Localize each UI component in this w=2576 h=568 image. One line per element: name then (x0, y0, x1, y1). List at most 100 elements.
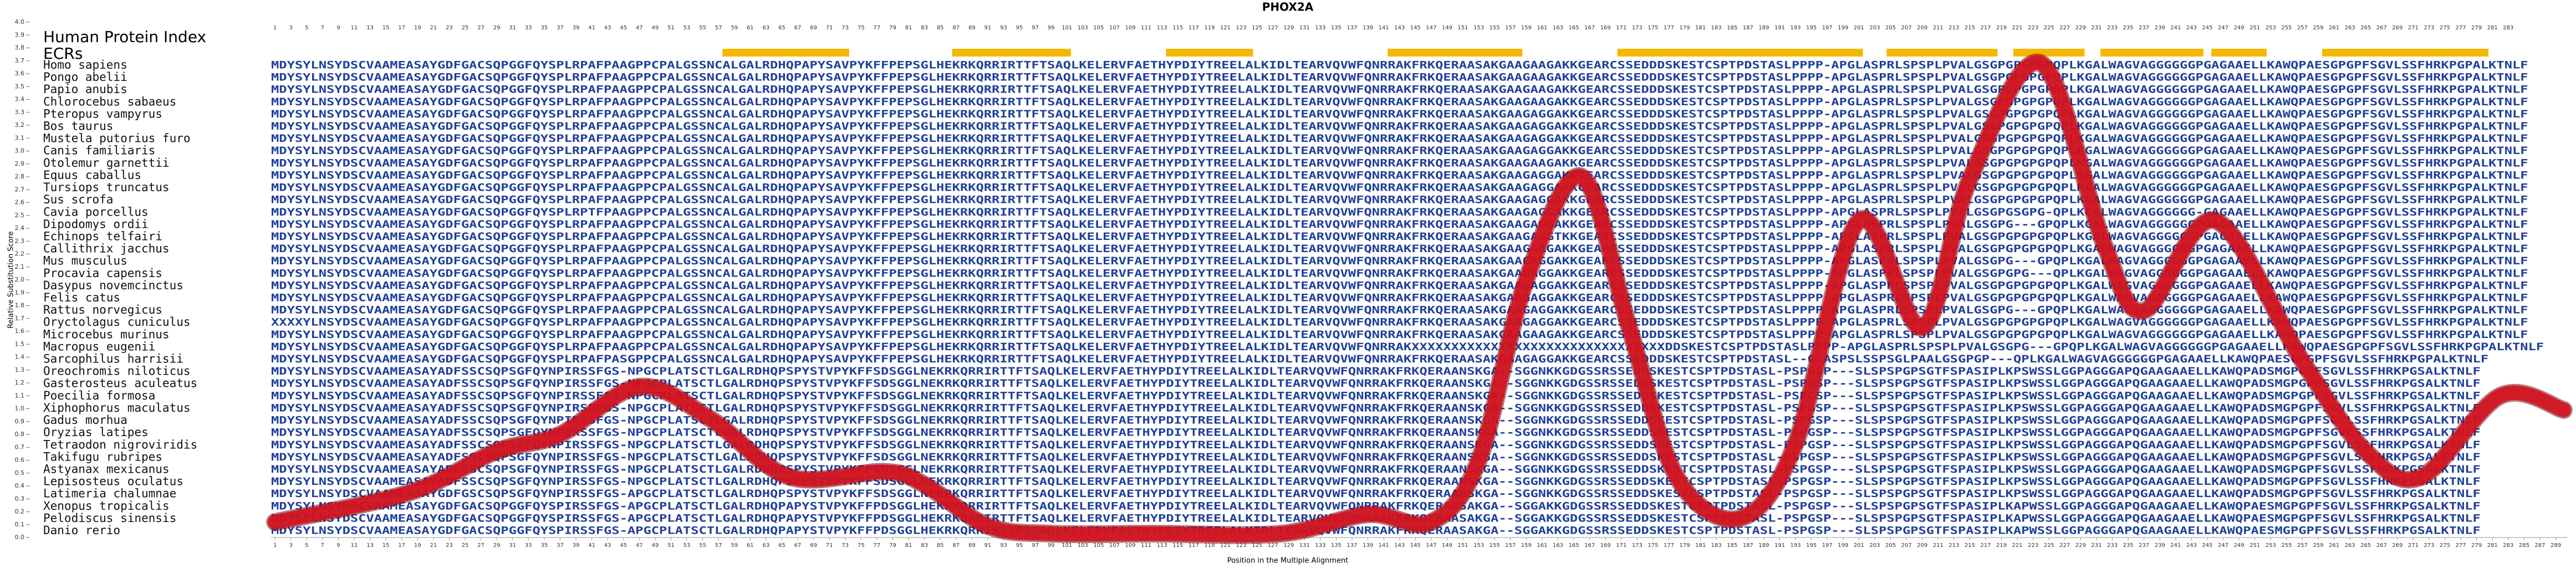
human-index-label: 155 (1490, 25, 1500, 31)
x-tick-label: 121 (1220, 543, 1231, 549)
x-tick-label: 243 (2186, 543, 2197, 549)
x-tick-label: 203 (1869, 543, 1880, 549)
y-tick-label: 3.7 (15, 57, 25, 64)
human-index-label: 201 (1854, 25, 1864, 31)
human-index-label: 27 (477, 25, 484, 31)
human-index-label: 157 (1505, 25, 1516, 31)
x-tick-label: 141 (1379, 543, 1389, 549)
y-tick-label: 1.9 (15, 289, 25, 296)
ecr-bar (2013, 49, 2085, 57)
human-index-label: 89 (968, 25, 976, 31)
human-index-label: 41 (588, 25, 595, 31)
x-tick-label: 283 (2503, 543, 2513, 549)
species-name: Sus scrofa (43, 193, 113, 206)
human-index-label: 245 (2202, 25, 2212, 31)
x-tick-label: 63 (763, 543, 770, 549)
x-tick-label: 239 (2155, 543, 2165, 549)
x-tick-label: 287 (2534, 543, 2545, 549)
human-index-label: 197 (1822, 25, 1833, 31)
human-index-label: 231 (2091, 25, 2101, 31)
species-name: Homo sapiens (43, 58, 127, 71)
x-tick-label: 177 (1664, 543, 1674, 549)
human-index-label: 5 (305, 25, 308, 31)
human-index-label: 3 (289, 25, 293, 31)
human-index-label: 87 (952, 25, 960, 31)
y-tick-label: 3.8 (15, 44, 25, 52)
human-index-label: 133 (1315, 25, 1325, 31)
x-tick-label: 123 (1236, 543, 1247, 549)
x-tick-label: 131 (1299, 543, 1310, 549)
human-index-label: 101 (1062, 25, 1072, 31)
sequence: MDYSYLNSYDSCVAAMEASAYGDFGACSQPGGFQYSPLRP… (271, 194, 2528, 206)
x-tick-label: 231 (2091, 543, 2101, 549)
x-tick-label: 1 (273, 543, 277, 549)
x-tick-label: 3 (289, 543, 293, 549)
human-index-label: 249 (2234, 25, 2245, 31)
human-index-label: 61 (747, 25, 754, 31)
sequence: MDYSYLNSYDSCVAAMEASAYGDFGACSQPGGFQYSPLRP… (271, 145, 2528, 157)
x-tick-label: 245 (2202, 543, 2212, 549)
species-name: Sarcophilus harrisii (43, 352, 183, 366)
x-tick-label: 163 (1553, 543, 1563, 549)
x-tick-label: 83 (921, 543, 928, 549)
x-tick-label: 181 (1695, 543, 1706, 549)
species-name: Macropus eugenii (43, 340, 155, 353)
human-index-label: 69 (810, 25, 817, 31)
x-tick-label: 145 (1410, 543, 1421, 549)
y-tick-label: 0.7 (15, 443, 25, 451)
human-index-label: 49 (652, 25, 659, 31)
x-tick-label: 241 (2170, 543, 2181, 549)
human-index-label: 271 (2408, 25, 2419, 31)
x-tick-label: 23 (446, 543, 453, 549)
x-tick-label: 251 (2249, 543, 2260, 549)
species-name: Oryzias latipes (43, 426, 149, 439)
sequence: MDYSYLNSYDSCVAAMEASAYADFSSCSQPSGFQYNPIRS… (271, 427, 2481, 439)
species-name: Cavia porcellus (43, 205, 149, 218)
ecr-bar (1886, 49, 1998, 57)
y-tick-label: 2.9 (15, 160, 25, 167)
human-index-label: 9 (336, 25, 340, 31)
human-index-label: 237 (2139, 25, 2149, 31)
sequence: MDYSYLNSYDSCVAAMEASAYGDFGACSQPGGFQYSPLRP… (271, 329, 2528, 341)
human-index-label: 153 (1473, 25, 1484, 31)
sequence: MDYSYLNSYDSCVAAMEASAYADFSSCSQPSGFQYNPIRS… (271, 463, 2481, 475)
human-index-label: 205 (1885, 25, 1896, 31)
x-tick-label: 275 (2440, 543, 2450, 549)
y-tick-label: 1.7 (15, 315, 25, 322)
y-tick-label: 1.1 (15, 392, 25, 399)
x-tick-label: 223 (2028, 543, 2038, 549)
human-index-label: 195 (1806, 25, 1817, 31)
human-index-label: 145 (1410, 25, 1421, 31)
species-name: Microcebus murinus (43, 328, 170, 341)
x-tick-label: 77 (874, 543, 881, 549)
x-tick-label: 247 (2218, 543, 2228, 549)
sequence: MDYSYLNSYDSCVAAMEASAYGDFGACSQPGGFQYSPLRP… (271, 231, 2528, 243)
y-tick-label: 0.9 (15, 418, 25, 425)
sequence: MDYSYLNSYDSCVAAMEASAYADFSSCSQPSGFQYNPIRS… (271, 475, 2481, 488)
human-index-label: 281 (2487, 25, 2498, 31)
sequence: MDYSYLNSYDSCVAAMEASAYGDFGACSQPGGFQYSPIRS… (271, 525, 2481, 537)
human-index-label: 77 (874, 25, 881, 31)
human-index-label: 243 (2186, 25, 2197, 31)
human-index-label: 81 (905, 25, 912, 31)
ecr-bar (1617, 49, 1863, 57)
y-tick-label: 0.4 (15, 482, 25, 489)
x-tick-label: 175 (1647, 543, 1658, 549)
x-tick-label: 47 (636, 543, 643, 549)
sequence: MDYSYLNSYDSCVAAMEASAYADFSSCSQPSGFQYNPIRS… (271, 439, 2481, 451)
human-index-label: 227 (2059, 25, 2070, 31)
ecr-bar (722, 49, 849, 57)
x-tick-label: 229 (2075, 543, 2086, 549)
x-tick-label: 289 (2551, 543, 2561, 549)
x-tick-label: 109 (1125, 543, 1136, 549)
y-tick-label: 2.6 (15, 199, 25, 206)
x-tick-label: 33 (525, 543, 532, 549)
human-index-label: 273 (2424, 25, 2434, 31)
x-tick-label: 85 (937, 543, 944, 549)
human-index-label: 95 (1016, 25, 1023, 31)
sequence: MDYSYLNSYDSCVAAMEASAYGDFGACSQPGGFQYSPLRP… (271, 169, 2528, 181)
human-index-label: 117 (1188, 25, 1199, 31)
human-index-label: 125 (1252, 25, 1262, 31)
sequence: MDYSYLNSYDSCVAAMEASAYGDFGACSQPGGFQYSPLRP… (271, 292, 2528, 304)
sequence: MDYSYLNSYDSCVAAMEASAYGDFGACSQPGGFQYSPLRP… (271, 279, 2528, 291)
